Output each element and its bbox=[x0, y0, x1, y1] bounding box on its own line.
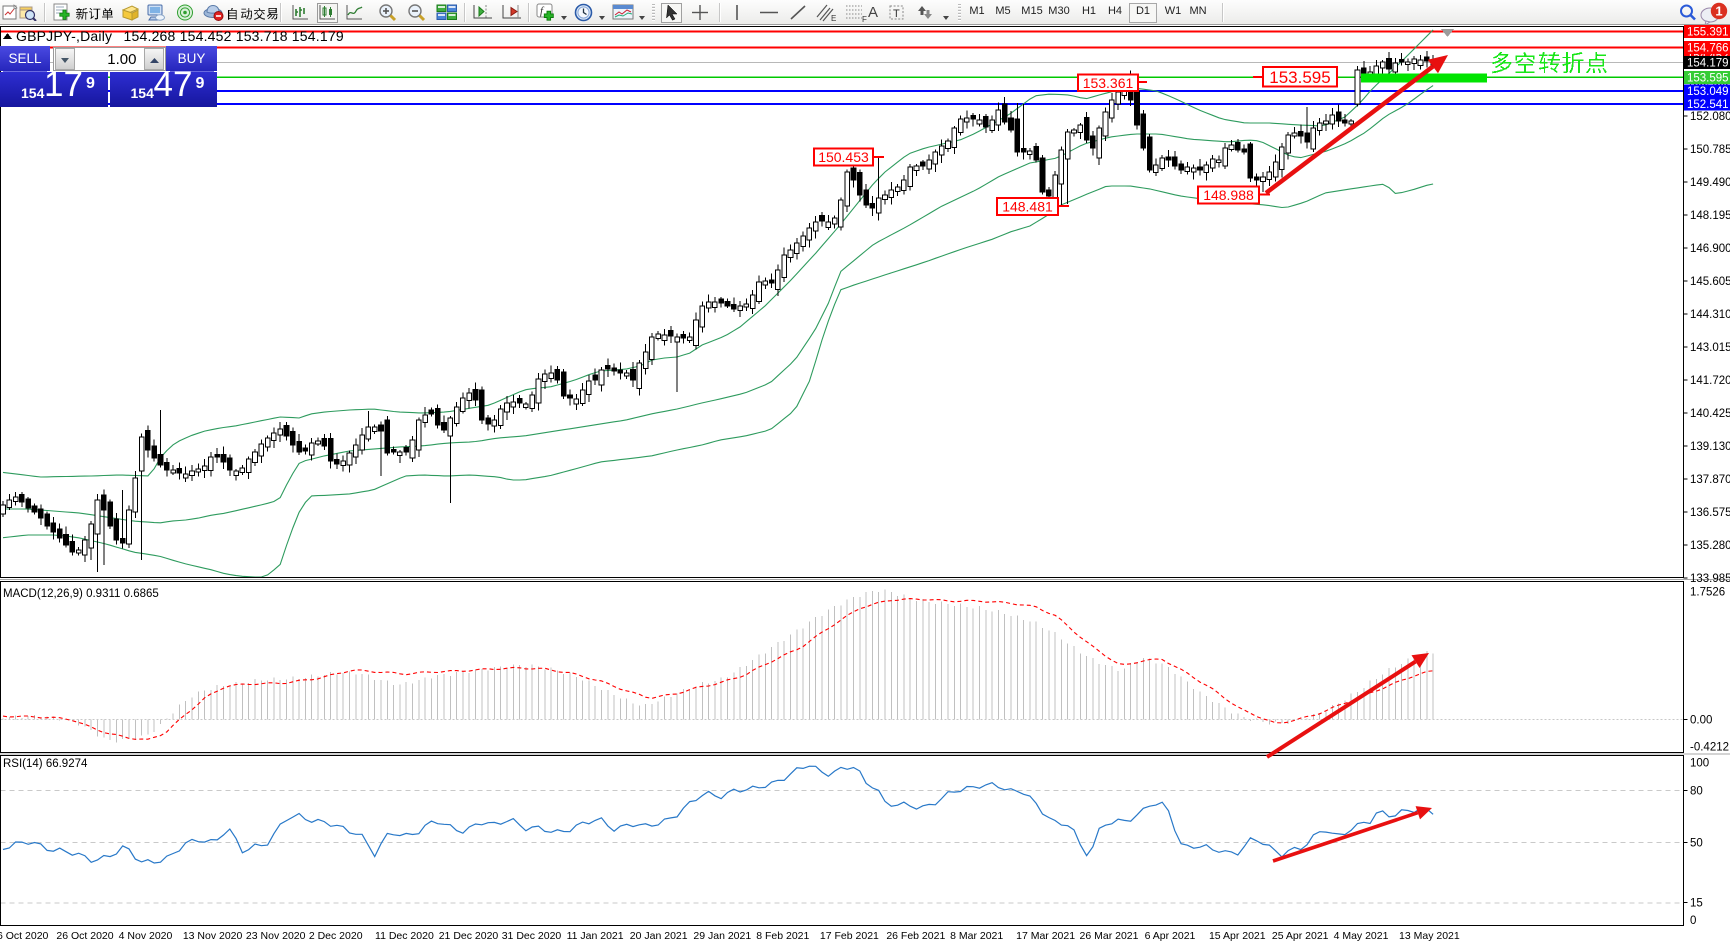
svg-text:50: 50 bbox=[1690, 837, 1703, 849]
svg-text:133.985: 133.985 bbox=[1690, 573, 1730, 585]
svg-text:148.195: 148.195 bbox=[1690, 210, 1730, 222]
svg-text:1: 1 bbox=[1715, 4, 1722, 19]
svg-text:0.00: 0.00 bbox=[1690, 715, 1712, 727]
svg-text:80: 80 bbox=[1690, 785, 1703, 797]
svg-text:T: T bbox=[893, 8, 900, 20]
svg-text:f: f bbox=[540, 5, 545, 17]
svg-text:4 Nov 2020: 4 Nov 2020 bbox=[119, 930, 173, 942]
svg-text:144.310: 144.310 bbox=[1690, 309, 1730, 321]
svg-text:152.080: 152.080 bbox=[1690, 111, 1730, 123]
svg-text:148.481: 148.481 bbox=[1002, 199, 1053, 215]
svg-text:8 Feb 2021: 8 Feb 2021 bbox=[756, 930, 809, 942]
svg-text:6 Apr 2021: 6 Apr 2021 bbox=[1145, 930, 1196, 942]
svg-text:153.595: 153.595 bbox=[1687, 72, 1729, 84]
svg-text:150.453: 150.453 bbox=[818, 149, 869, 165]
svg-text:6 Oct 2020: 6 Oct 2020 bbox=[0, 930, 49, 942]
svg-text:E: E bbox=[831, 14, 836, 23]
svg-text:11 Dec 2020: 11 Dec 2020 bbox=[375, 930, 434, 942]
svg-text:F: F bbox=[862, 15, 867, 23]
svg-text:8 Mar 2021: 8 Mar 2021 bbox=[950, 930, 1003, 942]
svg-text:-0.4212: -0.4212 bbox=[1690, 742, 1729, 754]
svg-text:136.575: 136.575 bbox=[1690, 507, 1730, 519]
svg-text:153.049: 153.049 bbox=[1687, 86, 1729, 98]
svg-text:143.015: 143.015 bbox=[1690, 342, 1730, 354]
svg-text:146.900: 146.900 bbox=[1690, 243, 1730, 255]
svg-text:155.391: 155.391 bbox=[1687, 27, 1729, 39]
svg-text:152.541: 152.541 bbox=[1687, 99, 1729, 111]
svg-text:26 Mar 2021: 26 Mar 2021 bbox=[1080, 930, 1139, 942]
svg-text:153.361: 153.361 bbox=[1083, 75, 1134, 91]
svg-text:100: 100 bbox=[1690, 758, 1709, 770]
svg-text:17 Feb 2021: 17 Feb 2021 bbox=[820, 930, 879, 942]
svg-text:26 Oct 2020: 26 Oct 2020 bbox=[56, 930, 113, 942]
svg-text:0: 0 bbox=[1690, 915, 1696, 927]
svg-text:141.720: 141.720 bbox=[1690, 375, 1730, 387]
svg-text:17 Mar 2021: 17 Mar 2021 bbox=[1016, 930, 1075, 942]
svg-text:153.595: 153.595 bbox=[1269, 68, 1330, 87]
svg-text:1.7526: 1.7526 bbox=[1690, 587, 1725, 599]
svg-text:13 Nov 2020: 13 Nov 2020 bbox=[183, 930, 243, 942]
svg-text:137.870: 137.870 bbox=[1690, 474, 1730, 486]
svg-text:154.766: 154.766 bbox=[1687, 42, 1729, 54]
svg-text:154.179: 154.179 bbox=[1687, 57, 1729, 69]
svg-text:25 Apr 2021: 25 Apr 2021 bbox=[1272, 930, 1329, 942]
svg-text:RSI(14) 66.9274: RSI(14) 66.9274 bbox=[3, 758, 88, 770]
svg-text:20 Jan 2021: 20 Jan 2021 bbox=[630, 930, 688, 942]
svg-text:135.280: 135.280 bbox=[1690, 540, 1730, 552]
svg-text:11 Jan 2021: 11 Jan 2021 bbox=[567, 930, 624, 942]
svg-text:13 May 2021: 13 May 2021 bbox=[1399, 930, 1460, 942]
svg-text:150.785: 150.785 bbox=[1690, 144, 1730, 156]
svg-text:29 Jan 2021: 29 Jan 2021 bbox=[693, 930, 751, 942]
svg-text:GBPJPY-,Daily 154.268 154.452: GBPJPY-,Daily 154.268 154.452 153.718 15… bbox=[16, 28, 344, 44]
svg-text:21 Dec 2020: 21 Dec 2020 bbox=[439, 930, 499, 942]
svg-text:MACD(12,26,9) 0.9311 0.6865: MACD(12,26,9) 0.9311 0.6865 bbox=[3, 588, 159, 600]
svg-text:4 May 2021: 4 May 2021 bbox=[1334, 930, 1389, 942]
svg-text:31 Dec 2020: 31 Dec 2020 bbox=[502, 930, 562, 942]
svg-text:15 Apr 2021: 15 Apr 2021 bbox=[1209, 930, 1266, 942]
svg-text:148.988: 148.988 bbox=[1203, 187, 1254, 203]
svg-text:139.130: 139.130 bbox=[1690, 441, 1730, 453]
svg-text:145.605: 145.605 bbox=[1690, 276, 1730, 288]
svg-text:140.425: 140.425 bbox=[1690, 408, 1730, 420]
svg-text:149.490: 149.490 bbox=[1690, 177, 1730, 189]
svg-text:23 Nov 2020: 23 Nov 2020 bbox=[246, 930, 306, 942]
svg-text:2 Dec 2020: 2 Dec 2020 bbox=[309, 930, 363, 942]
svg-text:26 Feb 2021: 26 Feb 2021 bbox=[886, 930, 945, 942]
svg-text:15: 15 bbox=[1690, 897, 1703, 909]
